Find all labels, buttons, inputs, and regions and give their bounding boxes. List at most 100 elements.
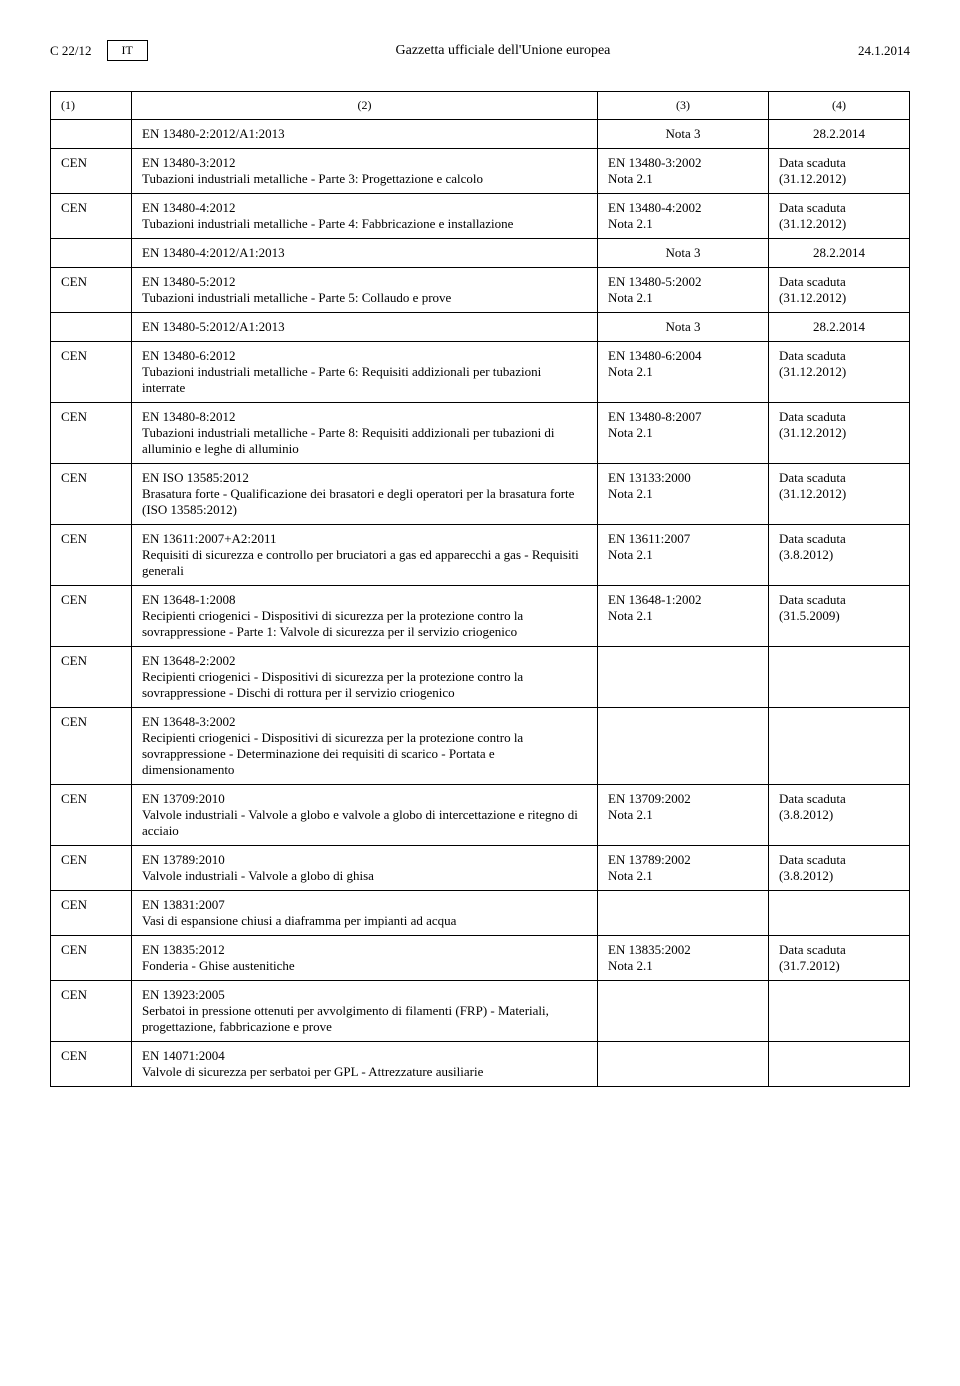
standard-code: EN 14071:2004 <box>142 1048 587 1064</box>
superseded-cell: EN 13480-5:2002Nota 2.1 <box>598 268 769 313</box>
superseded-cell: Nota 3 <box>598 120 769 149</box>
superseded-cell: EN 13611:2007Nota 2.1 <box>598 525 769 586</box>
date-status: Data scaduta <box>779 470 899 486</box>
standard-code: EN 13480-4:2012/A1:2013 <box>142 245 587 261</box>
date-value: (31.12.2012) <box>779 364 899 380</box>
superseded-note: Nota 2.1 <box>608 486 758 502</box>
org-cell: CEN <box>51 464 132 525</box>
superseded-note: Nota 2.1 <box>608 425 758 441</box>
standard-description: Vasi di espansione chiusi a diaframma pe… <box>142 913 587 929</box>
date-cell: Data scaduta(31.12.2012) <box>769 464 910 525</box>
standard-code: EN 13480-4:2012 <box>142 200 587 216</box>
date-cell: Data scaduta(31.12.2012) <box>769 149 910 194</box>
standard-cell: EN 13480-8:2012Tubazioni industriali met… <box>132 403 598 464</box>
standard-code: EN 13480-6:2012 <box>142 348 587 364</box>
superseded-cell: EN 13709:2002Nota 2.1 <box>598 785 769 846</box>
date-cell: Data scaduta(3.8.2012) <box>769 846 910 891</box>
table-row: CENEN 13480-8:2012Tubazioni industriali … <box>51 403 910 464</box>
standard-cell: EN 13480-3:2012Tubazioni industriali met… <box>132 149 598 194</box>
page-header: C 22/12 IT Gazzetta ufficiale dell'Union… <box>50 40 910 61</box>
org-cell: CEN <box>51 525 132 586</box>
date-value: (3.8.2012) <box>779 547 899 563</box>
standard-description: Tubazioni industriali metalliche - Parte… <box>142 171 587 187</box>
col-header-3: (3) <box>598 92 769 120</box>
page-id: C 22/12 <box>50 43 92 59</box>
org-cell <box>51 313 132 342</box>
standard-cell: EN 13709:2010Valvole industriali - Valvo… <box>132 785 598 846</box>
standard-cell: EN ISO 13585:2012Brasatura forte - Quali… <box>132 464 598 525</box>
date-value: (3.8.2012) <box>779 868 899 884</box>
table-row: CENEN 13835:2012Fonderia - Ghise austeni… <box>51 936 910 981</box>
superseded-cell: EN 13835:2002Nota 2.1 <box>598 936 769 981</box>
org-cell: CEN <box>51 149 132 194</box>
org-cell <box>51 239 132 268</box>
superseded-ref: EN 13789:2002 <box>608 852 758 868</box>
standard-cell: EN 13480-2:2012/A1:2013 <box>132 120 598 149</box>
table-row: CENEN 13480-3:2012Tubazioni industriali … <box>51 149 910 194</box>
standard-cell: EN 13923:2005Serbatoi in pressione otten… <box>132 981 598 1042</box>
superseded-cell: EN 13133:2000Nota 2.1 <box>598 464 769 525</box>
date-cell: Data scaduta(3.8.2012) <box>769 525 910 586</box>
superseded-cell: Nota 3 <box>598 239 769 268</box>
date-cell <box>769 891 910 936</box>
table-row: CENEN 13648-1:2008Recipienti criogenici … <box>51 586 910 647</box>
standard-cell: EN 13480-6:2012Tubazioni industriali met… <box>132 342 598 403</box>
standard-code: EN 13480-5:2012/A1:2013 <box>142 319 587 335</box>
date-status: 28.2.2014 <box>779 245 899 261</box>
superseded-cell: EN 13480-3:2002Nota 2.1 <box>598 149 769 194</box>
col-header-4: (4) <box>769 92 910 120</box>
superseded-cell: EN 13480-8:2007Nota 2.1 <box>598 403 769 464</box>
superseded-cell: EN 13480-4:2002Nota 2.1 <box>598 194 769 239</box>
superseded-ref: EN 13611:2007 <box>608 531 758 547</box>
standard-cell: EN 13480-4:2012Tubazioni industriali met… <box>132 194 598 239</box>
date-cell: Data scaduta(31.12.2012) <box>769 403 910 464</box>
superseded-note: Nota 2.1 <box>608 547 758 563</box>
table-row: CENEN ISO 13585:2012Brasatura forte - Qu… <box>51 464 910 525</box>
date-status: Data scaduta <box>779 200 899 216</box>
date-status: 28.2.2014 <box>779 126 899 142</box>
superseded-note: Nota 2.1 <box>608 868 758 884</box>
date-status: Data scaduta <box>779 852 899 868</box>
org-cell: CEN <box>51 708 132 785</box>
superseded-ref: Nota 3 <box>608 126 758 142</box>
table-row: CENEN 13831:2007Vasi di espansione chius… <box>51 891 910 936</box>
standard-description: Valvole di sicurezza per serbatoi per GP… <box>142 1064 587 1080</box>
org-cell: CEN <box>51 936 132 981</box>
superseded-ref: EN 13835:2002 <box>608 942 758 958</box>
date-value: (31.12.2012) <box>779 425 899 441</box>
date-value: (31.12.2012) <box>779 486 899 502</box>
table-row: EN 13480-4:2012/A1:2013 Nota 3 28.2.2014 <box>51 239 910 268</box>
superseded-note: Nota 2.1 <box>608 807 758 823</box>
table-row: CENEN 13789:2010Valvole industriali - Va… <box>51 846 910 891</box>
table-row: CENEN 13480-5:2012Tubazioni industriali … <box>51 268 910 313</box>
table-header-row: (1) (2) (3) (4) <box>51 92 910 120</box>
standard-code: EN 13789:2010 <box>142 852 587 868</box>
org-cell: CEN <box>51 268 132 313</box>
date-value: (31.12.2012) <box>779 171 899 187</box>
standard-description: Tubazioni industriali metalliche - Parte… <box>142 216 587 232</box>
standard-cell: EN 13648-3:2002Recipienti criogenici - D… <box>132 708 598 785</box>
standard-description: Recipienti criogenici - Dispositivi di s… <box>142 730 587 778</box>
date-value: (31.12.2012) <box>779 216 899 232</box>
date-cell <box>769 647 910 708</box>
header-left: C 22/12 IT <box>50 40 148 61</box>
table-row: CENEN 13648-2:2002Recipienti criogenici … <box>51 647 910 708</box>
superseded-cell <box>598 708 769 785</box>
standard-code: EN 13648-3:2002 <box>142 714 587 730</box>
table-row: EN 13480-5:2012/A1:2013Nota 328.2.2014 <box>51 313 910 342</box>
standard-cell: EN 13480-4:2012/A1:2013 <box>132 239 598 268</box>
standard-description: Tubazioni industriali metalliche - Parte… <box>142 425 587 457</box>
standard-code: EN 13480-2:2012/A1:2013 <box>142 126 587 142</box>
date-status: Data scaduta <box>779 942 899 958</box>
superseded-note: Nota 2.1 <box>608 958 758 974</box>
superseded-cell: EN 13648-1:2002Nota 2.1 <box>598 586 769 647</box>
date-cell: Data scaduta(31.12.2012) <box>769 342 910 403</box>
date-status: Data scaduta <box>779 155 899 171</box>
standard-cell: EN 13480-5:2012/A1:2013 <box>132 313 598 342</box>
standard-code: EN 13831:2007 <box>142 897 587 913</box>
superseded-cell <box>598 647 769 708</box>
date-cell: Data scaduta(31.5.2009) <box>769 586 910 647</box>
superseded-ref: Nota 3 <box>608 245 758 261</box>
superseded-cell: EN 13789:2002Nota 2.1 <box>598 846 769 891</box>
standards-table: (1) (2) (3) (4) EN 13480-2:2012/A1:2013 N… <box>50 91 910 1087</box>
